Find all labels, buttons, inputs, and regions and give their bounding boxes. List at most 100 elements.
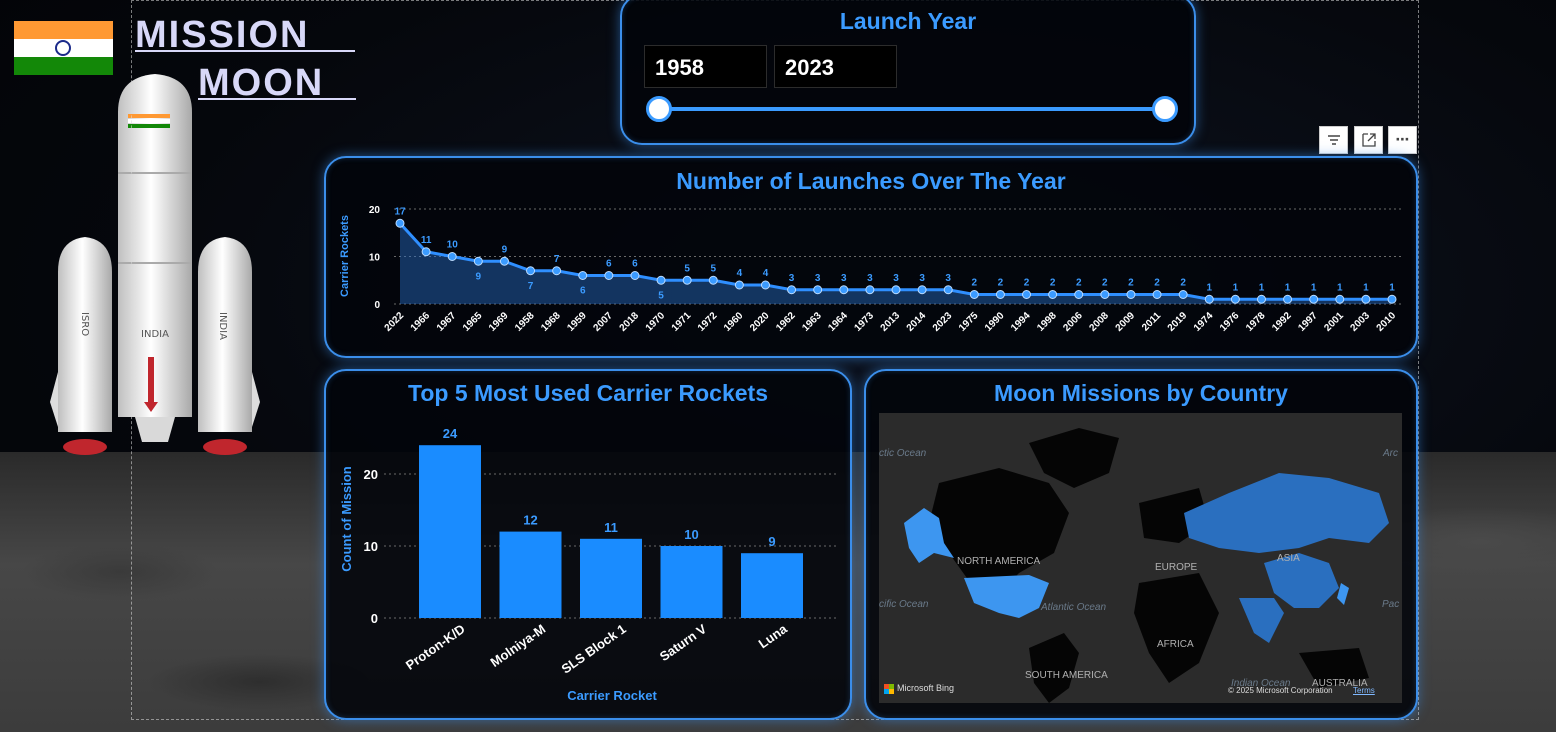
line-chart-point [813,285,823,295]
line-chart-point [787,285,797,295]
line-chart-xtick: 1973 [853,310,877,334]
line-chart-point [865,285,875,295]
line-chart-point [1100,290,1110,299]
line-chart-xtick: 1994 [1009,310,1033,334]
line-chart-xtick: 2007 [591,310,615,334]
line-chart-point [1387,294,1397,304]
top-rockets-chart-title: Top 5 Most Used Carrier Rockets [407,380,768,406]
map-terms-link[interactable]: Terms [1353,686,1375,695]
line-chart-data-label: 3 [867,273,873,284]
line-chart-point [1335,294,1345,304]
line-chart-data-label: 1 [1206,282,1212,293]
line-chart-ytick: 20 [369,205,381,216]
line-chart-point [1283,294,1293,304]
line-chart-data-label: 6 [632,259,638,270]
bar-chart-xtick: SLS Block 1 [559,621,629,676]
line-chart-xtick: 1975 [957,310,981,334]
more-options-button[interactable]: ⋯ [1388,126,1417,154]
line-chart-point [421,247,431,257]
line-chart-point [1256,294,1266,304]
line-chart-data-label: 3 [815,273,821,284]
start-year-input[interactable]: 1958 [644,45,767,88]
line-chart-data-label: 1 [1285,282,1291,293]
line-chart-xtick: 2019 [1166,310,1190,334]
slicer-title: Launch Year [839,8,977,34]
line-chart-data-label: 2 [1076,278,1082,289]
line-chart-xtick: 1966 [409,310,433,334]
line-chart-xtick: 1960 [722,310,746,334]
line-chart-xtick: 1958 [513,310,537,334]
line-chart-xtick: 2018 [618,310,642,334]
line-chart-xtick: 1972 [696,310,720,334]
line-chart-point [1361,294,1371,304]
bar-chart-xtick: Molniya-M [488,621,549,670]
line-chart-point [447,252,457,261]
map-label-pacific-1: cific Ocean [879,599,929,610]
line-chart-point [604,271,614,280]
line-chart-point [734,280,744,290]
line-chart-point [1230,294,1240,304]
line-chart-point [578,271,588,280]
line-chart-xtick: 1976 [1218,310,1242,334]
line-chart-xtick: 1967 [435,310,459,334]
line-chart-data-label: 1 [1363,282,1369,293]
line-chart-data-label: 6 [606,259,612,270]
line-chart-xtick: 1997 [1296,310,1320,334]
line-chart-data-label: 5 [684,263,690,274]
line-chart-data-label: 2 [1128,278,1134,289]
filter-icon[interactable] [1319,126,1348,154]
bar-chart-ytick: 20 [364,467,378,482]
bar-chart-data-label: 10 [684,527,698,542]
line-chart-data-label: 1 [1259,282,1265,293]
line-chart-data-label: 2 [1102,278,1108,289]
year-range-track[interactable] [658,107,1164,111]
brand-underline [135,50,355,52]
bar-chart-bar [660,546,723,618]
line-chart-xtick: 1968 [539,310,563,334]
world-map[interactable]: ctic Ocean Arc cific Ocean Pac Atlantic … [879,413,1402,703]
line-chart-data-label: 4 [763,268,769,279]
line-chart-data-label: 9 [502,244,508,255]
line-chart-data-label: 3 [919,273,925,284]
bar-chart-data-label: 12 [523,513,537,528]
line-chart-xtick: 2020 [748,310,772,334]
bar-chart-data-label: 9 [768,534,775,549]
map-region-china [1264,553,1339,608]
map-attribution: Microsoft Bing [897,683,955,693]
focus-mode-icon[interactable] [1354,126,1383,154]
line-chart-ytick: 10 [369,253,381,264]
line-chart-point [839,285,849,295]
india-flag-icon [14,21,113,75]
line-chart-data-label: 2 [972,278,978,289]
bar-chart-bar [419,445,481,618]
bing-logo-icon [884,684,894,694]
line-chart-data-label: 1 [1233,282,1239,293]
line-chart-data-label: 5 [658,290,664,301]
bar-chart-xtick: Luna [756,621,791,652]
map-region-usa [964,575,1049,618]
brand-title-line2: MOON [198,62,325,104]
bar-chart-bar [499,531,562,618]
world-map-shapes [904,428,1389,703]
start-year-handle[interactable] [646,96,672,122]
rocket-illustration: INDIA ISRO INDIA [50,74,260,455]
end-year-input[interactable]: 2023 [774,45,897,88]
map-label-arctic-1: ctic Ocean [879,448,927,459]
bar-chart-data-label: 24 [443,426,458,441]
line-chart-point [499,256,509,266]
map-region-japan [1337,583,1349,605]
bar-chart-ytick: 10 [364,539,378,554]
line-chart-point [1204,294,1214,304]
end-year-handle[interactable] [1152,96,1178,122]
line-chart-point [1309,294,1319,304]
line-chart-xtick: 2001 [1322,310,1346,334]
line-chart-ytick: 0 [374,300,380,311]
line-chart-point [1178,290,1188,299]
line-chart-xtick: 2022 [383,310,407,334]
bar-chart-ytick: 0 [371,611,378,626]
line-chart-point [1152,290,1162,299]
map-label-europe: EUROPE [1155,562,1198,573]
line-chart-data-label: 2 [1024,278,1030,289]
map-title: Moon Missions by Country [994,380,1288,406]
line-chart-data-label: 1 [1389,282,1395,293]
